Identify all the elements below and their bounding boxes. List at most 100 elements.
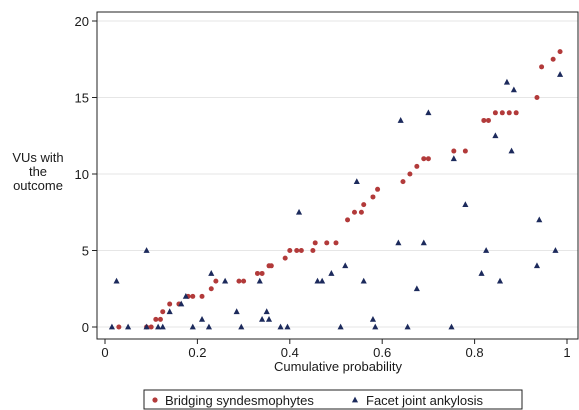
point-facet-20	[265, 315, 273, 322]
point-facet-37	[420, 239, 427, 246]
point-bridging-18	[268, 263, 274, 269]
point-facet-26	[328, 270, 335, 276]
point-bridging-47	[539, 64, 545, 70]
point-facet-39	[448, 323, 455, 330]
point-facet-12	[205, 323, 213, 330]
point-facet-16	[238, 323, 245, 330]
point-facet-52	[557, 71, 564, 77]
point-facet-0	[108, 323, 115, 330]
x-axis-label: Cumulative probability	[274, 359, 402, 374]
point-facet-25	[319, 277, 326, 284]
y-axis-label-line-3: outcome	[13, 178, 63, 193]
point-bridging-40	[481, 117, 487, 123]
point-bridging-10	[199, 293, 205, 299]
point-bridging-29	[358, 209, 364, 215]
point-facet-10	[189, 323, 196, 330]
point-facet-40	[450, 155, 457, 162]
point-facet-44	[492, 132, 499, 139]
point-bridging-38	[451, 148, 457, 154]
point-facet-38	[425, 109, 432, 116]
y-tick-label-4: 20	[75, 14, 89, 29]
x-tick-label-3: 0.6	[373, 345, 391, 360]
x-tick-label-2: 0.4	[281, 345, 299, 360]
point-bridging-2	[148, 324, 154, 330]
point-bridging-12	[213, 278, 219, 284]
point-facet-13	[208, 270, 215, 276]
point-facet-1	[125, 323, 132, 330]
y-tick-label-1: 5	[82, 244, 89, 259]
point-facet-32	[372, 323, 379, 330]
point-facet-22	[284, 323, 291, 330]
point-bridging-3	[153, 316, 159, 322]
point-facet-21	[277, 323, 284, 330]
point-bridging-11	[208, 286, 214, 292]
point-bridging-49	[557, 49, 563, 55]
point-bridging-27	[345, 217, 351, 223]
y-axis-label: VUs with the outcome	[12, 150, 63, 193]
point-bridging-35	[414, 163, 420, 169]
legend-marker-facet-joint-ankylosis	[351, 396, 359, 403]
point-bridging-6	[167, 301, 173, 307]
point-bridging-45	[513, 110, 519, 116]
data-points	[108, 49, 564, 330]
legend: Bridging syndesmophytes Facet joint anky…	[143, 389, 523, 410]
y-axis-label-line-1: VUs with	[12, 150, 63, 165]
point-bridging-30	[361, 202, 367, 208]
legend-box	[143, 389, 523, 410]
point-bridging-22	[298, 248, 304, 253]
point-facet-18	[259, 315, 266, 322]
point-facet-29	[353, 178, 360, 185]
point-facet-35	[404, 323, 411, 330]
point-facet-45	[496, 277, 504, 284]
point-bridging-37	[425, 156, 431, 162]
point-bridging-25	[324, 240, 330, 246]
point-facet-48	[510, 86, 517, 93]
point-facet-27	[337, 323, 344, 330]
point-facet-19	[263, 308, 270, 315]
x-tick-label-0: 0	[101, 345, 108, 360]
point-bridging-34	[407, 171, 413, 177]
point-bridging-48	[550, 56, 556, 62]
point-facet-31	[369, 315, 377, 322]
point-facet-6	[159, 323, 166, 330]
point-bridging-43	[499, 110, 505, 116]
point-facet-41	[462, 201, 469, 207]
x-tick-label-1: 0.2	[188, 345, 206, 360]
point-bridging-44	[506, 110, 512, 116]
point-facet-49	[533, 262, 541, 269]
point-bridging-9	[190, 293, 196, 299]
point-facet-36	[413, 285, 420, 292]
y-axis-label-line-2: the	[29, 164, 47, 179]
point-bridging-28	[351, 209, 357, 215]
point-facet-5	[155, 323, 162, 330]
point-bridging-23	[310, 248, 316, 253]
point-facet-24	[314, 277, 321, 284]
point-facet-14	[222, 277, 229, 284]
point-facet-15	[233, 308, 240, 315]
point-facet-33	[395, 239, 402, 246]
point-bridging-33	[400, 179, 406, 185]
point-facet-11	[198, 315, 206, 322]
point-facet-46	[503, 78, 510, 85]
point-facet-47	[508, 147, 515, 154]
point-bridging-13	[236, 278, 242, 284]
point-bridging-31	[370, 194, 376, 200]
point-bridging-41	[485, 117, 491, 123]
point-facet-17	[256, 277, 263, 284]
point-bridging-20	[287, 248, 293, 253]
point-facet-7	[166, 308, 173, 315]
point-bridging-39	[462, 148, 468, 154]
point-bridging-26	[333, 240, 339, 246]
plot-frame	[96, 11, 579, 340]
point-bridging-19	[282, 255, 288, 261]
point-facet-42	[478, 270, 485, 276]
legend-marker-bridging-syndesmophytes	[152, 397, 158, 403]
y-axis: 0 5 10 15 20	[75, 14, 97, 335]
point-facet-50	[536, 216, 543, 223]
point-bridging-24	[312, 240, 318, 246]
point-facet-51	[552, 247, 559, 253]
x-tick-label-4: 0.8	[466, 345, 484, 360]
point-facet-8	[178, 300, 185, 307]
x-axis: 0 0.2 0.4 0.6 0.8 1	[101, 339, 571, 360]
point-facet-4	[143, 247, 150, 253]
